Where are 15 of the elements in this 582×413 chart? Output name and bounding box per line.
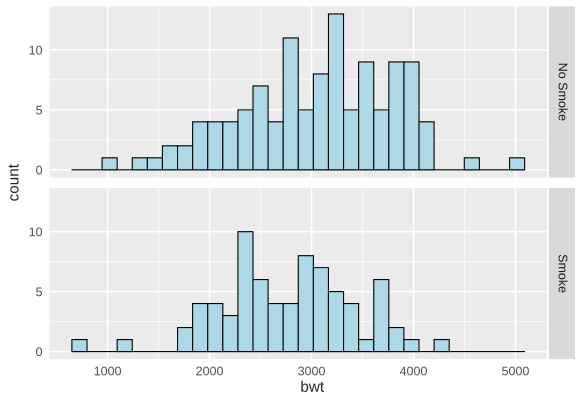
text: Smoke: [558, 254, 568, 293]
y-tick-label: 10: [30, 46, 42, 55]
y-tick-label: 5: [36, 288, 42, 296]
x-tick-label: 5000: [502, 366, 529, 376]
y-tick-label: 5: [36, 106, 42, 115]
x-axis-title: bwt: [301, 380, 324, 392]
x-tick-label: 3000: [298, 366, 325, 376]
y-tick-label: 0: [36, 166, 42, 174]
x-tick-label: 4000: [400, 366, 427, 376]
y-tick-label: 10: [30, 227, 42, 236]
x-tick-label: 2000: [196, 366, 223, 376]
y-tick-label: 0: [36, 347, 42, 356]
x-tick-label: 1000: [94, 366, 122, 376]
text: No Smoke: [558, 64, 568, 121]
y-axis-title: count: [8, 164, 19, 201]
